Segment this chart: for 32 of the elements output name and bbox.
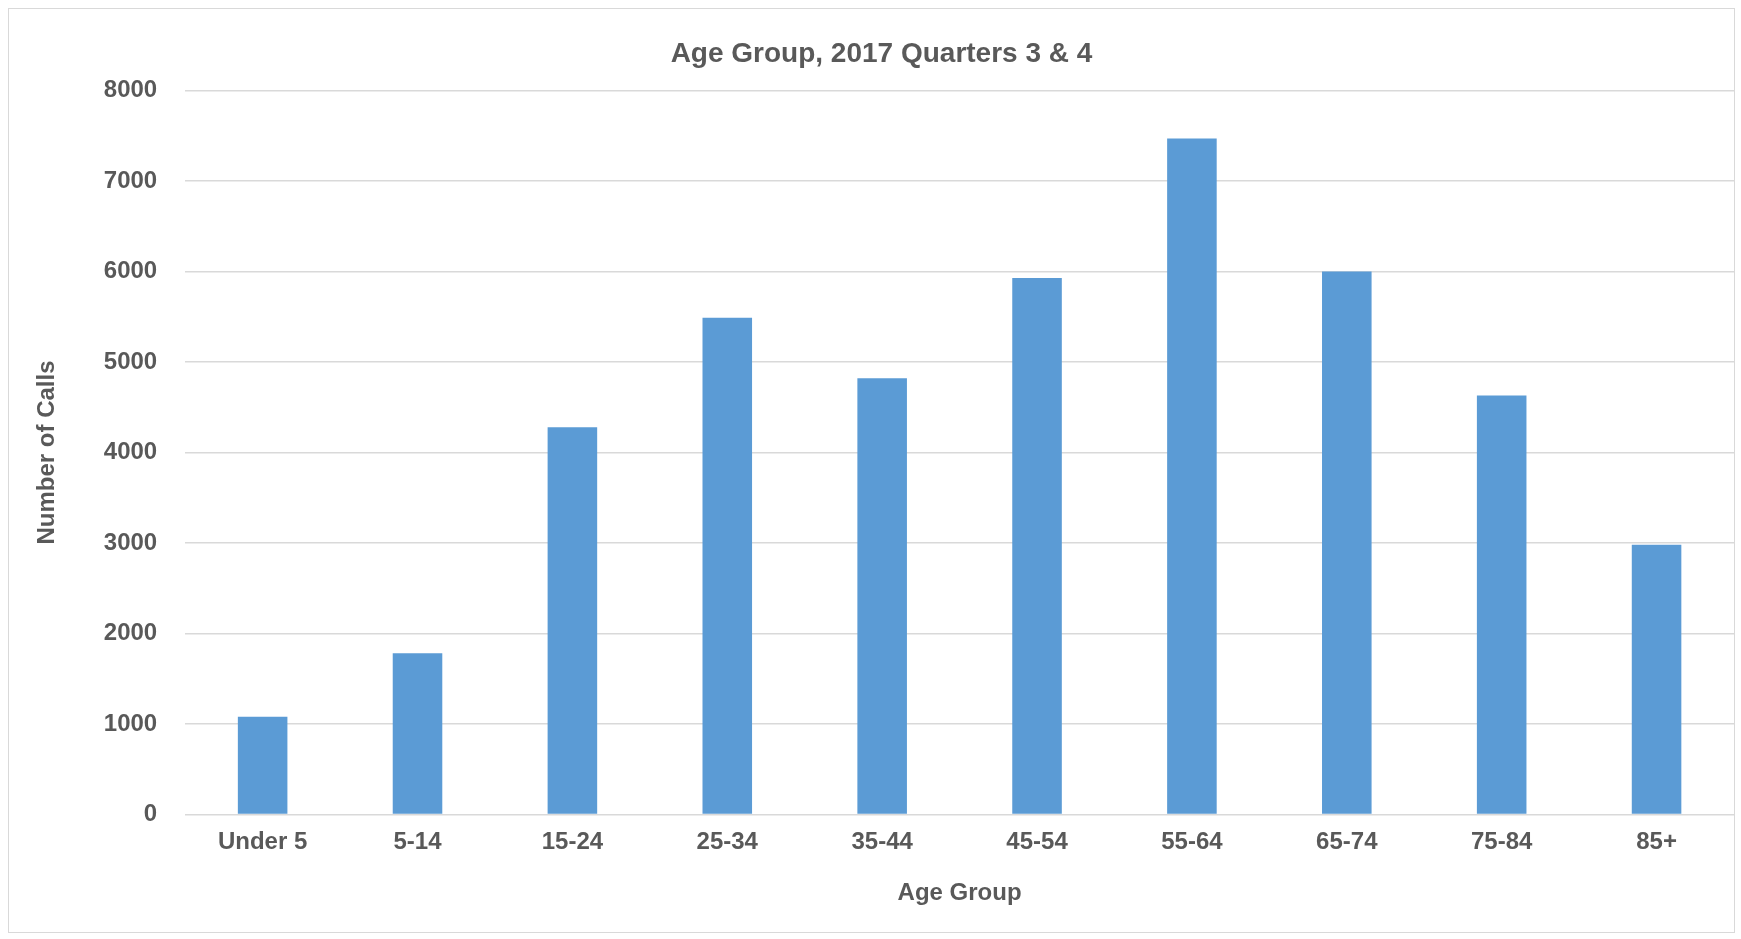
y-tick-label: 6000 — [103, 256, 158, 284]
bar — [1631, 544, 1682, 814]
y-tick-label: 4000 — [103, 437, 158, 465]
y-tick-label: 7000 — [103, 165, 158, 193]
x-tick-label: 35-44 — [851, 827, 914, 855]
x-axis-title: Age Group — [897, 878, 1022, 906]
bar — [702, 317, 753, 814]
y-tick-label: 1000 — [103, 708, 158, 736]
x-tick-label: 5-14 — [393, 827, 443, 855]
chart-title: Age Group, 2017 Quarters 3 & 4 — [670, 36, 1093, 68]
bar — [1012, 277, 1062, 814]
y-axis-title: Number of Calls — [32, 360, 60, 545]
y-tick-label: 5000 — [103, 346, 158, 374]
y-tick-label: 2000 — [103, 618, 158, 646]
x-tick-label: 45-54 — [1006, 827, 1069, 855]
x-tick-label: 65-74 — [1316, 827, 1379, 855]
x-tick-label: 25-34 — [696, 827, 759, 855]
x-tick-label: 85+ — [1636, 827, 1677, 855]
bar — [1322, 271, 1372, 814]
x-tick-label: Under 5 — [217, 827, 308, 855]
y-tick-label: 3000 — [103, 527, 158, 555]
bar — [1167, 138, 1217, 814]
bar — [392, 653, 443, 814]
x-tick-label: 55-64 — [1161, 827, 1224, 855]
bar — [547, 427, 598, 814]
y-tick-label: 8000 — [103, 75, 158, 103]
bar — [1476, 395, 1527, 814]
bar — [237, 716, 288, 814]
x-tick-label: 15-24 — [541, 827, 604, 855]
bar — [857, 378, 907, 814]
y-tick-label: 0 — [143, 799, 158, 827]
x-tick-label: 75-84 — [1470, 827, 1534, 855]
